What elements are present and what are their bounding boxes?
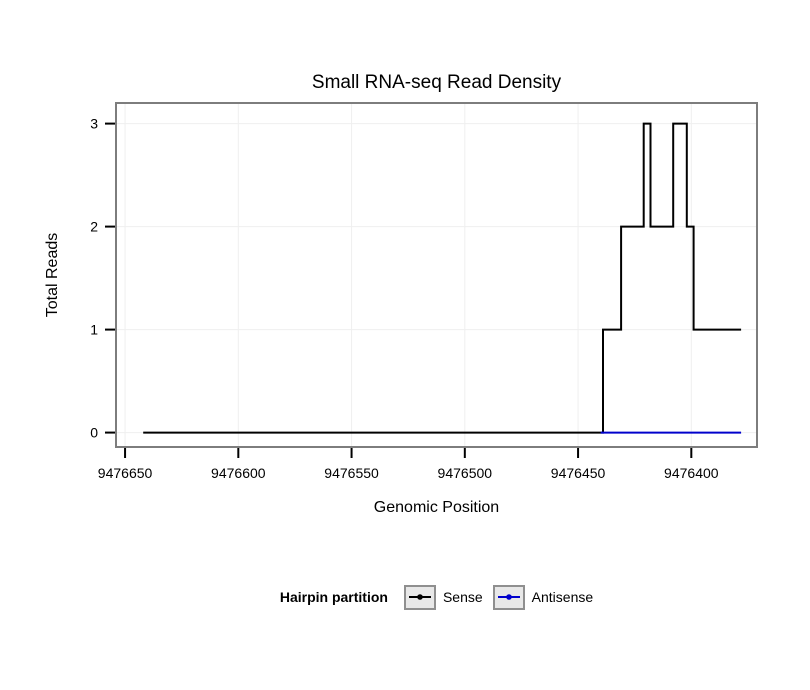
y-tick-label: 0 [90,425,98,441]
legend-entry-antisense: Antisense [492,584,594,610]
x-tick-label: 9476650 [98,465,153,481]
x-axis-title: Genomic Position [374,499,499,516]
panel-border [115,102,758,448]
chart-title: Small RNA-seq Read Density [311,72,562,93]
legend-label-sense: Sense [442,589,483,605]
legend-glyph-antisense-icon [497,594,520,600]
x-tick-label: 9476450 [551,465,606,481]
legend-point-antisense [505,594,512,600]
x-axis [124,448,693,458]
legend-point-sense [417,594,423,600]
y-tick-label: 1 [90,322,98,338]
x-tick-label: 9476550 [324,465,379,481]
read-density-plot: 9476650 9476600 9476550 9476500 9476450 94764… [44,102,758,516]
x-tick-label: 9476500 [438,465,493,481]
y-axis [105,122,115,434]
legend-key-antisense [492,584,525,610]
legend-label-antisense: Antisense [531,589,594,605]
legend-glyph-sense-icon [408,594,431,600]
legend: Hairpin partition Sense Antisense [116,582,757,612]
x-tick-label: 9476600 [211,465,266,481]
y-tick-label: 2 [90,219,98,235]
legend-title: Hairpin partition [279,589,388,605]
x-tick-label: 9476400 [664,465,719,481]
gridlines [116,103,757,447]
legend-key-sense [403,584,436,610]
series-sense [143,122,742,434]
y-axis-title: Total Reads [44,233,61,318]
y-tick-label: 3 [90,116,98,132]
legend-entry-sense: Sense [403,584,483,610]
